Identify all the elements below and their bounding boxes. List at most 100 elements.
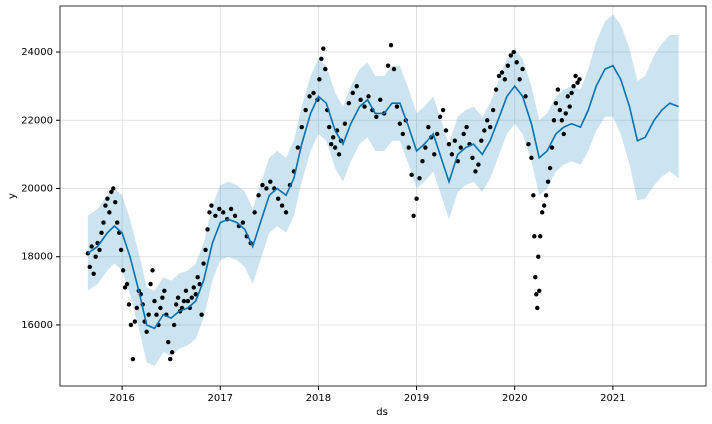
- observation: [565, 94, 570, 99]
- observation: [397, 121, 403, 126]
- observation: [551, 118, 557, 123]
- observation: [534, 292, 539, 297]
- observation: [414, 196, 419, 201]
- observation: [328, 141, 334, 147]
- y-tick-label: 20000: [21, 183, 53, 194]
- observation: [103, 203, 108, 208]
- x-tick-label: 2017: [208, 393, 233, 404]
- observation: [101, 220, 106, 225]
- observation: [268, 179, 273, 184]
- observation: [406, 145, 411, 150]
- observation: [336, 152, 342, 157]
- observation: [557, 107, 563, 113]
- observation: [563, 111, 568, 116]
- observation: [299, 124, 304, 130]
- observation: [118, 247, 124, 253]
- observation: [148, 281, 153, 287]
- observation: [374, 114, 379, 120]
- y-tick-label: 18000: [21, 252, 53, 263]
- observation: [487, 124, 493, 130]
- observation: [122, 285, 128, 290]
- observation: [130, 356, 136, 362]
- observation: [330, 135, 336, 140]
- observation: [275, 196, 281, 201]
- observation: [573, 73, 578, 79]
- observation: [181, 298, 187, 304]
- observation: [514, 60, 519, 65]
- observation: [321, 46, 326, 51]
- observation: [126, 302, 132, 307]
- observation: [252, 210, 257, 215]
- observation: [508, 53, 513, 58]
- observation: [539, 210, 545, 215]
- x-tick-label: 2021: [600, 393, 625, 404]
- observation: [358, 97, 363, 102]
- observation: [437, 114, 443, 120]
- x-tick-label: 2018: [306, 393, 331, 404]
- observation: [317, 77, 322, 82]
- observation: [166, 339, 171, 345]
- observation: [158, 305, 163, 311]
- observation: [520, 66, 525, 72]
- observation: [128, 322, 134, 328]
- observation: [201, 261, 206, 266]
- y-axis-label: y: [7, 193, 18, 199]
- observation: [183, 288, 189, 294]
- observation: [217, 206, 222, 212]
- observation: [526, 141, 531, 147]
- observation: [533, 274, 538, 280]
- observation: [569, 90, 574, 96]
- observation: [132, 319, 138, 324]
- observation: [87, 264, 92, 270]
- observation: [411, 213, 416, 218]
- observation: [221, 210, 226, 215]
- observation: [124, 281, 130, 287]
- observation: [543, 193, 549, 198]
- observation: [529, 155, 534, 160]
- observation: [105, 196, 110, 201]
- observation: [323, 66, 328, 72]
- observation: [195, 274, 200, 280]
- observation: [162, 288, 167, 294]
- y-tick-label: 22000: [21, 115, 53, 126]
- observation: [385, 63, 391, 68]
- observation: [502, 77, 508, 82]
- observation: [535, 305, 540, 311]
- observation: [342, 121, 348, 126]
- observation: [449, 152, 455, 157]
- observation: [443, 128, 449, 133]
- observation: [417, 176, 422, 181]
- observation: [378, 97, 383, 102]
- observation: [432, 152, 437, 157]
- observation: [571, 83, 576, 89]
- observation: [213, 213, 218, 218]
- observation: [319, 56, 324, 62]
- observation: [362, 104, 367, 109]
- observation: [537, 288, 542, 294]
- observation: [207, 210, 212, 215]
- x-axis-label: ds: [376, 407, 388, 418]
- observation: [91, 271, 96, 276]
- observation: [115, 220, 120, 225]
- observation: [185, 298, 191, 304]
- observation: [440, 107, 446, 113]
- observation: [134, 305, 140, 311]
- observation: [553, 101, 559, 106]
- observation: [388, 43, 394, 48]
- observation: [499, 70, 505, 75]
- observation: [523, 94, 528, 99]
- observation: [461, 131, 466, 137]
- observation: [366, 94, 371, 99]
- observation: [452, 138, 458, 143]
- observation: [547, 165, 553, 171]
- observation: [577, 77, 582, 82]
- observation: [295, 145, 301, 150]
- observation: [203, 247, 208, 253]
- observation: [191, 285, 196, 290]
- observation: [93, 254, 98, 259]
- observation: [561, 131, 566, 137]
- observation: [171, 322, 177, 328]
- observation: [332, 145, 338, 150]
